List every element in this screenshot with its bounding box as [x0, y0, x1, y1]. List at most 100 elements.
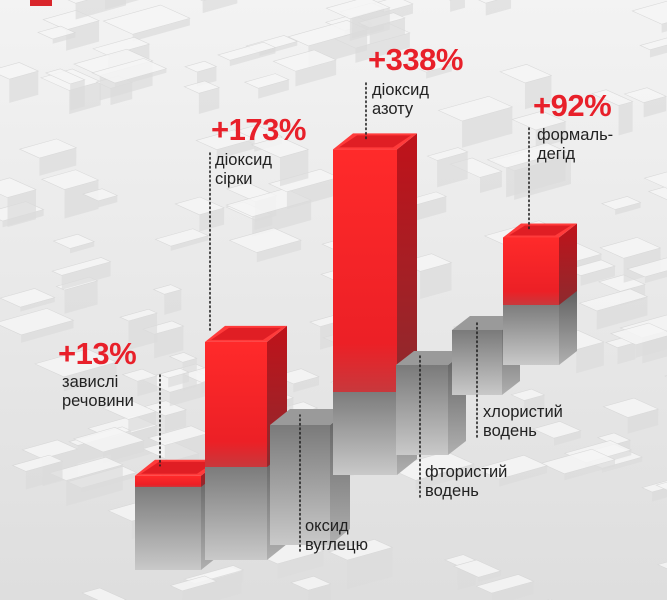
bar-base-front [270, 425, 330, 545]
category-label-6-line-1: хлористий [483, 403, 563, 421]
city-block [387, 451, 476, 491]
city-block [228, 227, 302, 263]
city-block [119, 308, 158, 350]
bar-increase-front [503, 237, 559, 305]
city-block [154, 228, 210, 251]
category-label-3-line-2: вуглецю [305, 536, 368, 554]
city-block [44, 68, 86, 111]
city-block [200, 0, 238, 14]
bar-top-inset [509, 225, 571, 236]
brand-corner-mark [30, 0, 52, 6]
bar-increase-front [135, 475, 201, 487]
category-label-4-line-2: азоту [372, 100, 414, 118]
city-block [184, 60, 218, 87]
city-block [51, 257, 112, 290]
bar-5 [396, 351, 466, 455]
bar-4 [333, 133, 417, 475]
city-block [656, 561, 667, 570]
city-block [11, 454, 64, 490]
bars-layer [135, 133, 577, 570]
city-block [272, 49, 337, 87]
change-label-2: +173% [211, 112, 306, 147]
city-block [426, 147, 469, 188]
bar-top-inset [339, 135, 411, 148]
change-label-1: +13% [58, 336, 137, 371]
city-block [0, 288, 56, 312]
city-block [591, 89, 634, 136]
change-label-4: +338% [368, 42, 463, 77]
city-block [626, 257, 667, 284]
city-block [406, 56, 453, 79]
city-block [475, 454, 548, 487]
city-block [250, 136, 310, 187]
city-block [540, 448, 616, 481]
city-block [183, 80, 221, 114]
city-block [609, 322, 667, 358]
city-block [647, 186, 667, 201]
bar-increase-side [559, 223, 577, 305]
city-block [91, 58, 168, 88]
city-block [452, 559, 502, 582]
city-block [169, 575, 218, 600]
city-block [511, 110, 567, 149]
city-block [0, 308, 75, 343]
category-label-2-line-2: сірки [215, 170, 253, 188]
city-block [448, 0, 465, 12]
category-label-1-line-2: речовини [62, 392, 134, 410]
city-block [475, 574, 535, 600]
city-block [486, 142, 567, 198]
city-block [478, 0, 512, 16]
city-block [158, 368, 190, 388]
bar-increase-side [397, 133, 417, 392]
category-label-5-line-1: фтористий [425, 463, 508, 481]
city-block [243, 73, 290, 99]
category-label-5-line-2: водень [425, 482, 479, 500]
bar-top-inset [211, 327, 281, 340]
city-block [664, 375, 667, 378]
bar-base-front [503, 303, 559, 365]
bar-base-front [396, 365, 448, 455]
city-block [174, 196, 225, 232]
category-label-7-line-1: формаль- [537, 126, 614, 144]
city-block [639, 37, 667, 58]
bar-increase-front [333, 149, 397, 392]
bar-7 [503, 223, 577, 365]
city-block [532, 421, 582, 446]
bar-increase-front [205, 341, 267, 467]
leader-lines [159, 82, 530, 552]
city-block [0, 177, 37, 228]
city-block [600, 196, 642, 215]
bar-base-front [333, 390, 397, 475]
city-block [121, 368, 158, 397]
category-label-1-line-1: завислі [62, 373, 119, 391]
city-block [325, 0, 391, 41]
city-block [655, 481, 667, 491]
city-block [0, 62, 40, 103]
city-block [37, 25, 77, 44]
city-block [602, 397, 660, 434]
bar-base-front [135, 485, 201, 570]
city-block [631, 0, 667, 33]
city-block [510, 388, 546, 417]
category-label-6-line-2: водень [483, 422, 537, 440]
bar-base-side [559, 289, 577, 365]
category-label-7-line-2: дегід [537, 145, 576, 163]
category-label-2-line-1: діоксид [215, 151, 272, 169]
bar-top [396, 351, 466, 365]
city-block [217, 41, 277, 67]
city-block [72, 427, 145, 464]
city-block [641, 480, 667, 502]
city-block [82, 188, 119, 208]
city-block [18, 138, 78, 176]
city-block [643, 171, 667, 189]
city-block [102, 4, 191, 42]
city-block [290, 575, 332, 600]
city-block [499, 64, 553, 110]
city-block [578, 288, 649, 330]
category-label-4-line-1: діоксид [372, 81, 429, 99]
city-block [195, 129, 256, 160]
city-block [67, 0, 127, 20]
category-label-3-line-1: оксид [305, 517, 349, 535]
city-block [143, 400, 188, 433]
